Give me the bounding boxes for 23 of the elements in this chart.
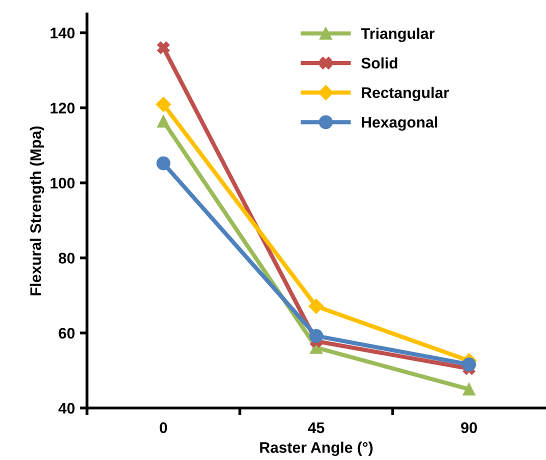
y-axis-title: Flexural Strength (Mpa) [30,126,44,296]
point [156,156,170,170]
legend-label: Solid [361,57,398,69]
x-tick-label: 45 [308,422,324,434]
x-tick-label: 90 [461,422,477,434]
point [156,96,171,112]
y-tick-label: 120 [50,102,75,114]
point [157,42,170,54]
legend-label: Triangular [361,28,435,42]
legend-label: Rectangular [362,86,449,102]
point [462,382,476,396]
point [308,298,324,314]
x-tick-label: 0 [160,422,168,434]
y-tick-label: 140 [50,28,75,38]
point [309,329,324,343]
legend-label: Hexagonal [362,116,438,131]
y-tick-label: 100 [50,178,75,189]
y-tick-label: 80 [58,252,75,264]
y-tick-label: 40 [58,402,75,414]
point [462,358,476,372]
y-tick-label: 60 [58,328,75,339]
point [157,115,170,128]
x-axis-title: Raster Angle (°) [260,442,373,456]
